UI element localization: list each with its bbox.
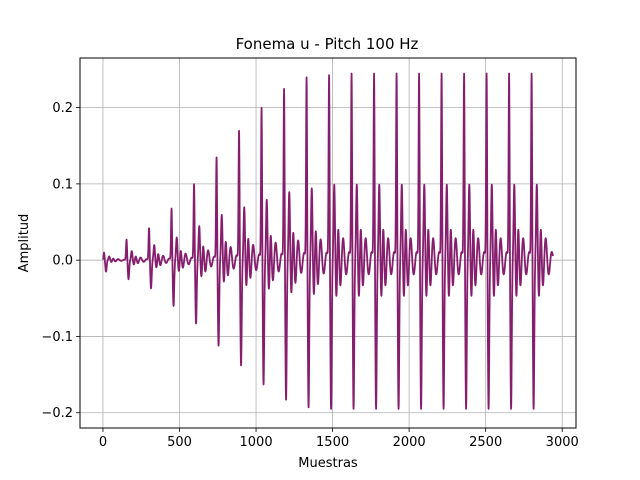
x-tick-label: 1000 — [240, 435, 273, 450]
x-axis-label: Muestras — [298, 456, 358, 471]
series-layer — [102, 72, 554, 410]
x-tick-label: 3000 — [546, 435, 579, 450]
x-tick-label: 2500 — [469, 435, 502, 450]
y-axis-ticks: −0.2 −0.1 0.0 0.1 0.2 — [41, 101, 80, 421]
y-tick-label: −0.2 — [41, 406, 73, 421]
x-tick-label: 500 — [167, 435, 192, 450]
waveform-line — [102, 72, 554, 410]
x-tick-label: 0 — [99, 435, 107, 450]
plot-frame — [79, 57, 577, 429]
y-tick-label: 0.0 — [52, 254, 73, 269]
x-axis-ticks: 0 500 1000 1500 2000 2500 3000 — [99, 428, 579, 450]
y-tick-label: 0.2 — [52, 101, 73, 116]
x-tick-label: 1500 — [316, 435, 349, 450]
y-tick-label: −0.1 — [41, 330, 73, 345]
y-axis-label: Amplitud — [17, 214, 32, 273]
chart-title: Fonema u - Pitch 100 Hz — [236, 35, 419, 53]
y-tick-label: 0.1 — [52, 177, 73, 192]
x-tick-label: 2000 — [393, 435, 426, 450]
